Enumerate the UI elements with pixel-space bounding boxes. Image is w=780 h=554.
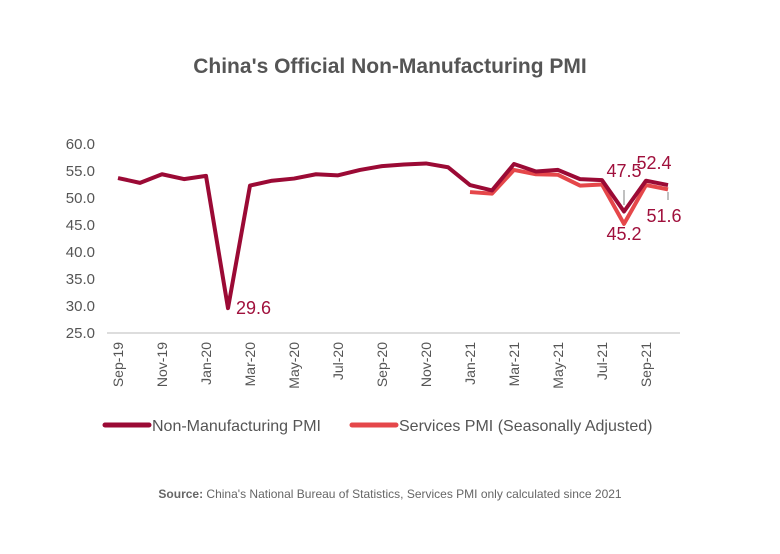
x-tick-label: Jul-20 (330, 342, 346, 380)
x-tick-label: May-21 (550, 342, 566, 389)
x-tick-label: Jan-21 (462, 342, 478, 385)
chart-title: China's Official Non-Manufacturing PMI (193, 55, 587, 78)
y-tick-label: 55.0 (66, 163, 95, 180)
series-line-services (469, 167, 669, 226)
legend-label: Non-Manufacturing PMI (152, 418, 321, 435)
x-tick-label: Sep-19 (110, 342, 126, 387)
data-label: 52.4 (636, 153, 671, 173)
y-tick-label: 35.0 (66, 271, 95, 288)
y-tick-label: 50.0 (66, 190, 95, 207)
source-label: Source: (158, 487, 204, 501)
x-tick-label: Sep-21 (638, 342, 654, 387)
x-tick-label: Mar-21 (506, 342, 522, 387)
series-line-non-manufacturing (117, 161, 669, 311)
data-label: 29.6 (236, 298, 271, 318)
y-tick-label: 60.0 (66, 136, 95, 153)
x-tick-label: Nov-19 (154, 342, 170, 387)
y-tick-label: 25.0 (66, 325, 95, 342)
y-tick-label: 45.0 (66, 217, 95, 234)
x-tick-label: Sep-20 (374, 342, 390, 387)
source-note: Source: China's National Bureau of Stati… (0, 487, 780, 501)
x-tick-label: Nov-20 (418, 342, 434, 387)
y-tick-label: 40.0 (66, 244, 95, 261)
y-tick-label: 30.0 (66, 298, 95, 315)
data-label: 51.6 (646, 206, 681, 226)
x-tick-label: Jul-21 (594, 342, 610, 380)
x-tick-label: May-20 (286, 342, 302, 389)
source-text: China's National Bureau of Statistics, S… (203, 487, 622, 501)
x-tick-label: Mar-20 (242, 342, 258, 387)
legend-label: Services PMI (Seasonally Adjusted) (399, 418, 652, 435)
data-label: 45.2 (606, 224, 641, 244)
x-tick-label: Jan-20 (198, 342, 214, 385)
data-label: 47.5 (606, 161, 641, 181)
